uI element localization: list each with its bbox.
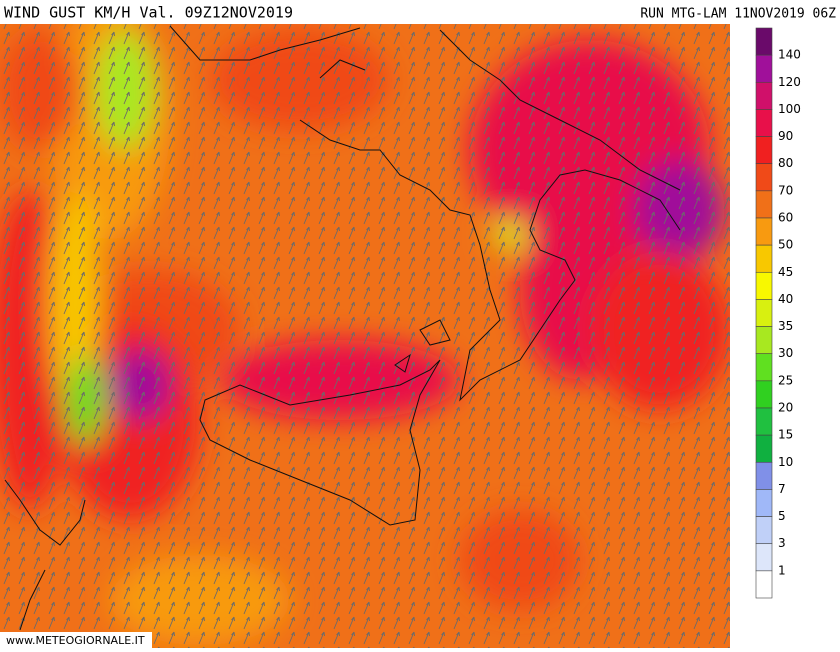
title: WIND GUST KM/H Val. 09Z12NOV2019	[4, 4, 293, 22]
colorbar-swatch	[755, 27, 773, 56]
colorbar-label: 45	[778, 265, 793, 279]
colorbar-swatch	[755, 489, 773, 517]
colorbar-swatch	[755, 326, 773, 355]
colorbar-swatch	[755, 353, 773, 382]
colorbar-swatch	[755, 244, 773, 273]
colorbar-swatch	[755, 516, 773, 545]
colorbar-swatch	[755, 54, 773, 83]
colorbar-swatch	[755, 190, 773, 219]
colorbar-label: 140	[778, 48, 801, 62]
colorbar-swatch	[755, 543, 773, 572]
colorbar-swatch	[755, 380, 773, 409]
colorbar-label: 35	[778, 319, 793, 333]
colorbar-label: 20	[778, 401, 793, 415]
colorbar-label: 90	[778, 129, 793, 143]
colorbar-label: 70	[778, 183, 793, 197]
colorbar: 140 120 100 90 80 70 60 50 45 40 35 30 25 20 15 10 7 5 3 1	[755, 27, 801, 599]
colorbar-label: 100	[778, 102, 801, 116]
colorbar-swatch	[755, 434, 773, 463]
colorbar-label: 50	[778, 238, 793, 252]
run-info: RUN MTG-LAM 11NOV2019 06Z	[640, 7, 836, 22]
colorbar-swatch	[755, 109, 773, 137]
colorbar-label: 1	[778, 563, 786, 577]
map	[0, 24, 730, 648]
colorbar-label: 5	[778, 509, 786, 523]
colorbar-swatch	[755, 570, 773, 599]
colorbar-swatch	[755, 407, 773, 436]
colorbar-label: 120	[778, 75, 801, 89]
colorbar-label: 10	[778, 455, 793, 469]
colorbar-label: 7	[778, 482, 786, 496]
colorbar-label: 3	[778, 536, 786, 550]
colorbar-swatch	[755, 163, 773, 192]
credit-box	[0, 632, 152, 648]
colorbar-label: 15	[778, 428, 793, 442]
colorbar-swatch	[755, 217, 773, 246]
credit: www.METEOGIORNALE.IT	[6, 634, 145, 647]
colorbar-label: 25	[778, 373, 793, 387]
colorbar-swatch	[755, 461, 773, 490]
colorbar-swatch	[755, 299, 773, 327]
colorbar-label: 60	[778, 211, 793, 225]
colorbar-swatch	[755, 271, 773, 300]
colorbar-label: 40	[778, 292, 793, 306]
colorbar-label: 80	[778, 156, 793, 170]
colorbar-swatch	[755, 136, 773, 165]
colorbar-label: 30	[778, 346, 793, 360]
colorbar-swatch	[755, 81, 773, 110]
